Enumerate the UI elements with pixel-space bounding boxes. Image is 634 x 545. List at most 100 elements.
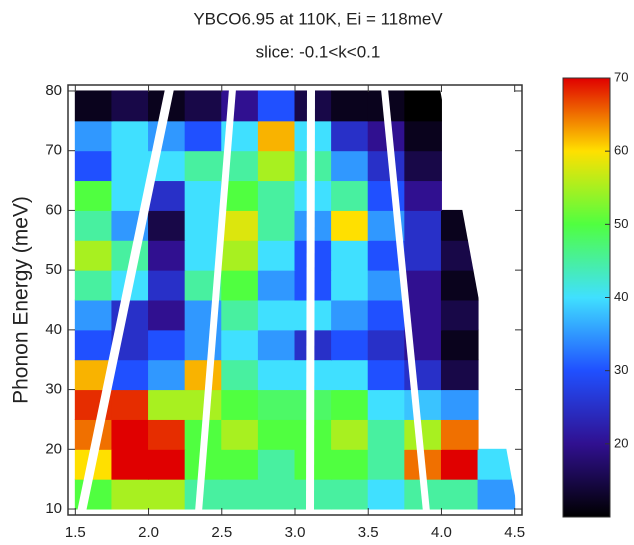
heat-cell xyxy=(74,239,113,271)
heat-cell xyxy=(111,389,150,420)
heat-cell xyxy=(257,389,296,420)
heat-cell xyxy=(404,120,442,152)
y-tick-label: 30 xyxy=(45,381,62,398)
heat-cell xyxy=(111,359,150,391)
heat-cell xyxy=(148,209,186,241)
heat-cell xyxy=(148,389,186,420)
heat-cell xyxy=(367,269,406,301)
heat-cell xyxy=(257,180,296,211)
heat-cell xyxy=(221,209,259,241)
heat-cell xyxy=(221,329,259,361)
heat-cell xyxy=(221,269,259,301)
heat-cell xyxy=(367,299,406,331)
x-tick-label: 3.0 xyxy=(285,524,306,541)
heat-cell xyxy=(148,180,186,211)
heat-cell xyxy=(404,150,442,182)
x-tick-label: 2.5 xyxy=(211,524,232,541)
heat-cell xyxy=(257,209,296,241)
heat-cell xyxy=(367,478,406,510)
heat-cell xyxy=(257,239,296,271)
heat-cell xyxy=(257,90,296,122)
y-axis-label: Phonon Energy (meV) xyxy=(10,196,33,404)
heat-cell xyxy=(111,120,150,152)
x-tick-label: 1.5 xyxy=(65,524,86,541)
heat-cell xyxy=(221,359,259,391)
heat-cell xyxy=(111,150,150,182)
heat-cell xyxy=(184,90,223,122)
x-tick-label: 3.5 xyxy=(358,524,379,541)
heat-cell xyxy=(331,448,369,480)
heat-cell xyxy=(184,180,223,211)
heat-cell xyxy=(184,150,223,182)
heat-cell xyxy=(111,90,150,122)
heat-cell xyxy=(331,418,369,450)
heatmap xyxy=(74,90,516,510)
heat-cell xyxy=(367,448,406,480)
heat-cell xyxy=(257,418,296,450)
x-tick-label: 2.0 xyxy=(138,524,159,541)
heat-cell xyxy=(440,269,479,301)
y-tick-label: 70 xyxy=(45,142,62,159)
heat-cell xyxy=(111,478,150,510)
heat-cell xyxy=(148,448,186,480)
heat-cell xyxy=(74,329,113,361)
heat-cell xyxy=(221,239,259,271)
y-tick-label: 60 xyxy=(45,201,62,218)
heat-cell xyxy=(477,448,516,480)
heat-cell xyxy=(257,299,296,331)
heat-cell xyxy=(74,180,113,211)
heat-cell xyxy=(331,239,369,271)
heat-cell xyxy=(440,359,479,391)
heat-cell xyxy=(331,150,369,182)
heat-cell xyxy=(440,418,479,450)
heat-cell xyxy=(367,180,406,211)
heat-cell xyxy=(257,120,296,152)
heat-cell xyxy=(221,389,259,420)
heat-cell xyxy=(367,359,406,391)
heat-cell xyxy=(221,418,259,450)
heat-cell xyxy=(404,90,442,122)
colorbar-tick-label: 60 xyxy=(614,143,628,158)
heat-cell xyxy=(74,120,113,152)
heat-cell xyxy=(331,359,369,391)
heat-cell xyxy=(331,299,369,331)
heat-cell xyxy=(257,448,296,480)
colorbar xyxy=(562,77,611,518)
detector-gaps xyxy=(77,89,430,512)
heat-cell xyxy=(331,120,369,152)
heat-cell xyxy=(367,389,406,420)
heat-cell xyxy=(148,299,186,331)
heat-cell xyxy=(440,389,479,420)
heat-cell xyxy=(331,389,369,420)
heat-cell xyxy=(257,269,296,301)
colorbar-tick-label: 20 xyxy=(614,435,628,450)
colorbar-tick-label: 70 xyxy=(614,69,628,84)
chart-subtitle: slice: -0.1<k<0.1 xyxy=(256,42,381,61)
heat-cell xyxy=(74,150,113,182)
heat-cell xyxy=(440,209,479,241)
heat-cell xyxy=(404,209,442,241)
heat-cell xyxy=(331,478,369,510)
heat-cell xyxy=(111,448,150,480)
colorbar-tick-label: 50 xyxy=(614,216,628,231)
heat-cell xyxy=(404,180,442,211)
heat-cell xyxy=(331,269,369,301)
heat-cell xyxy=(148,478,186,510)
heat-cell xyxy=(184,359,223,391)
heat-cell xyxy=(74,299,113,331)
colorbar-tick-label: 30 xyxy=(614,362,628,377)
heat-cell xyxy=(257,478,296,510)
heat-cell xyxy=(184,120,223,152)
heat-cell xyxy=(440,299,479,331)
heat-cell xyxy=(404,389,442,420)
heat-cell xyxy=(74,90,113,122)
heat-cell xyxy=(148,329,186,361)
heat-cell xyxy=(221,299,259,331)
y-tick-label: 10 xyxy=(45,500,62,517)
heat-cell xyxy=(331,90,369,122)
heat-cell xyxy=(148,418,186,450)
heat-cell xyxy=(148,359,186,391)
y-tick-label: 80 xyxy=(45,82,62,99)
x-tick-label: 4.0 xyxy=(431,524,452,541)
